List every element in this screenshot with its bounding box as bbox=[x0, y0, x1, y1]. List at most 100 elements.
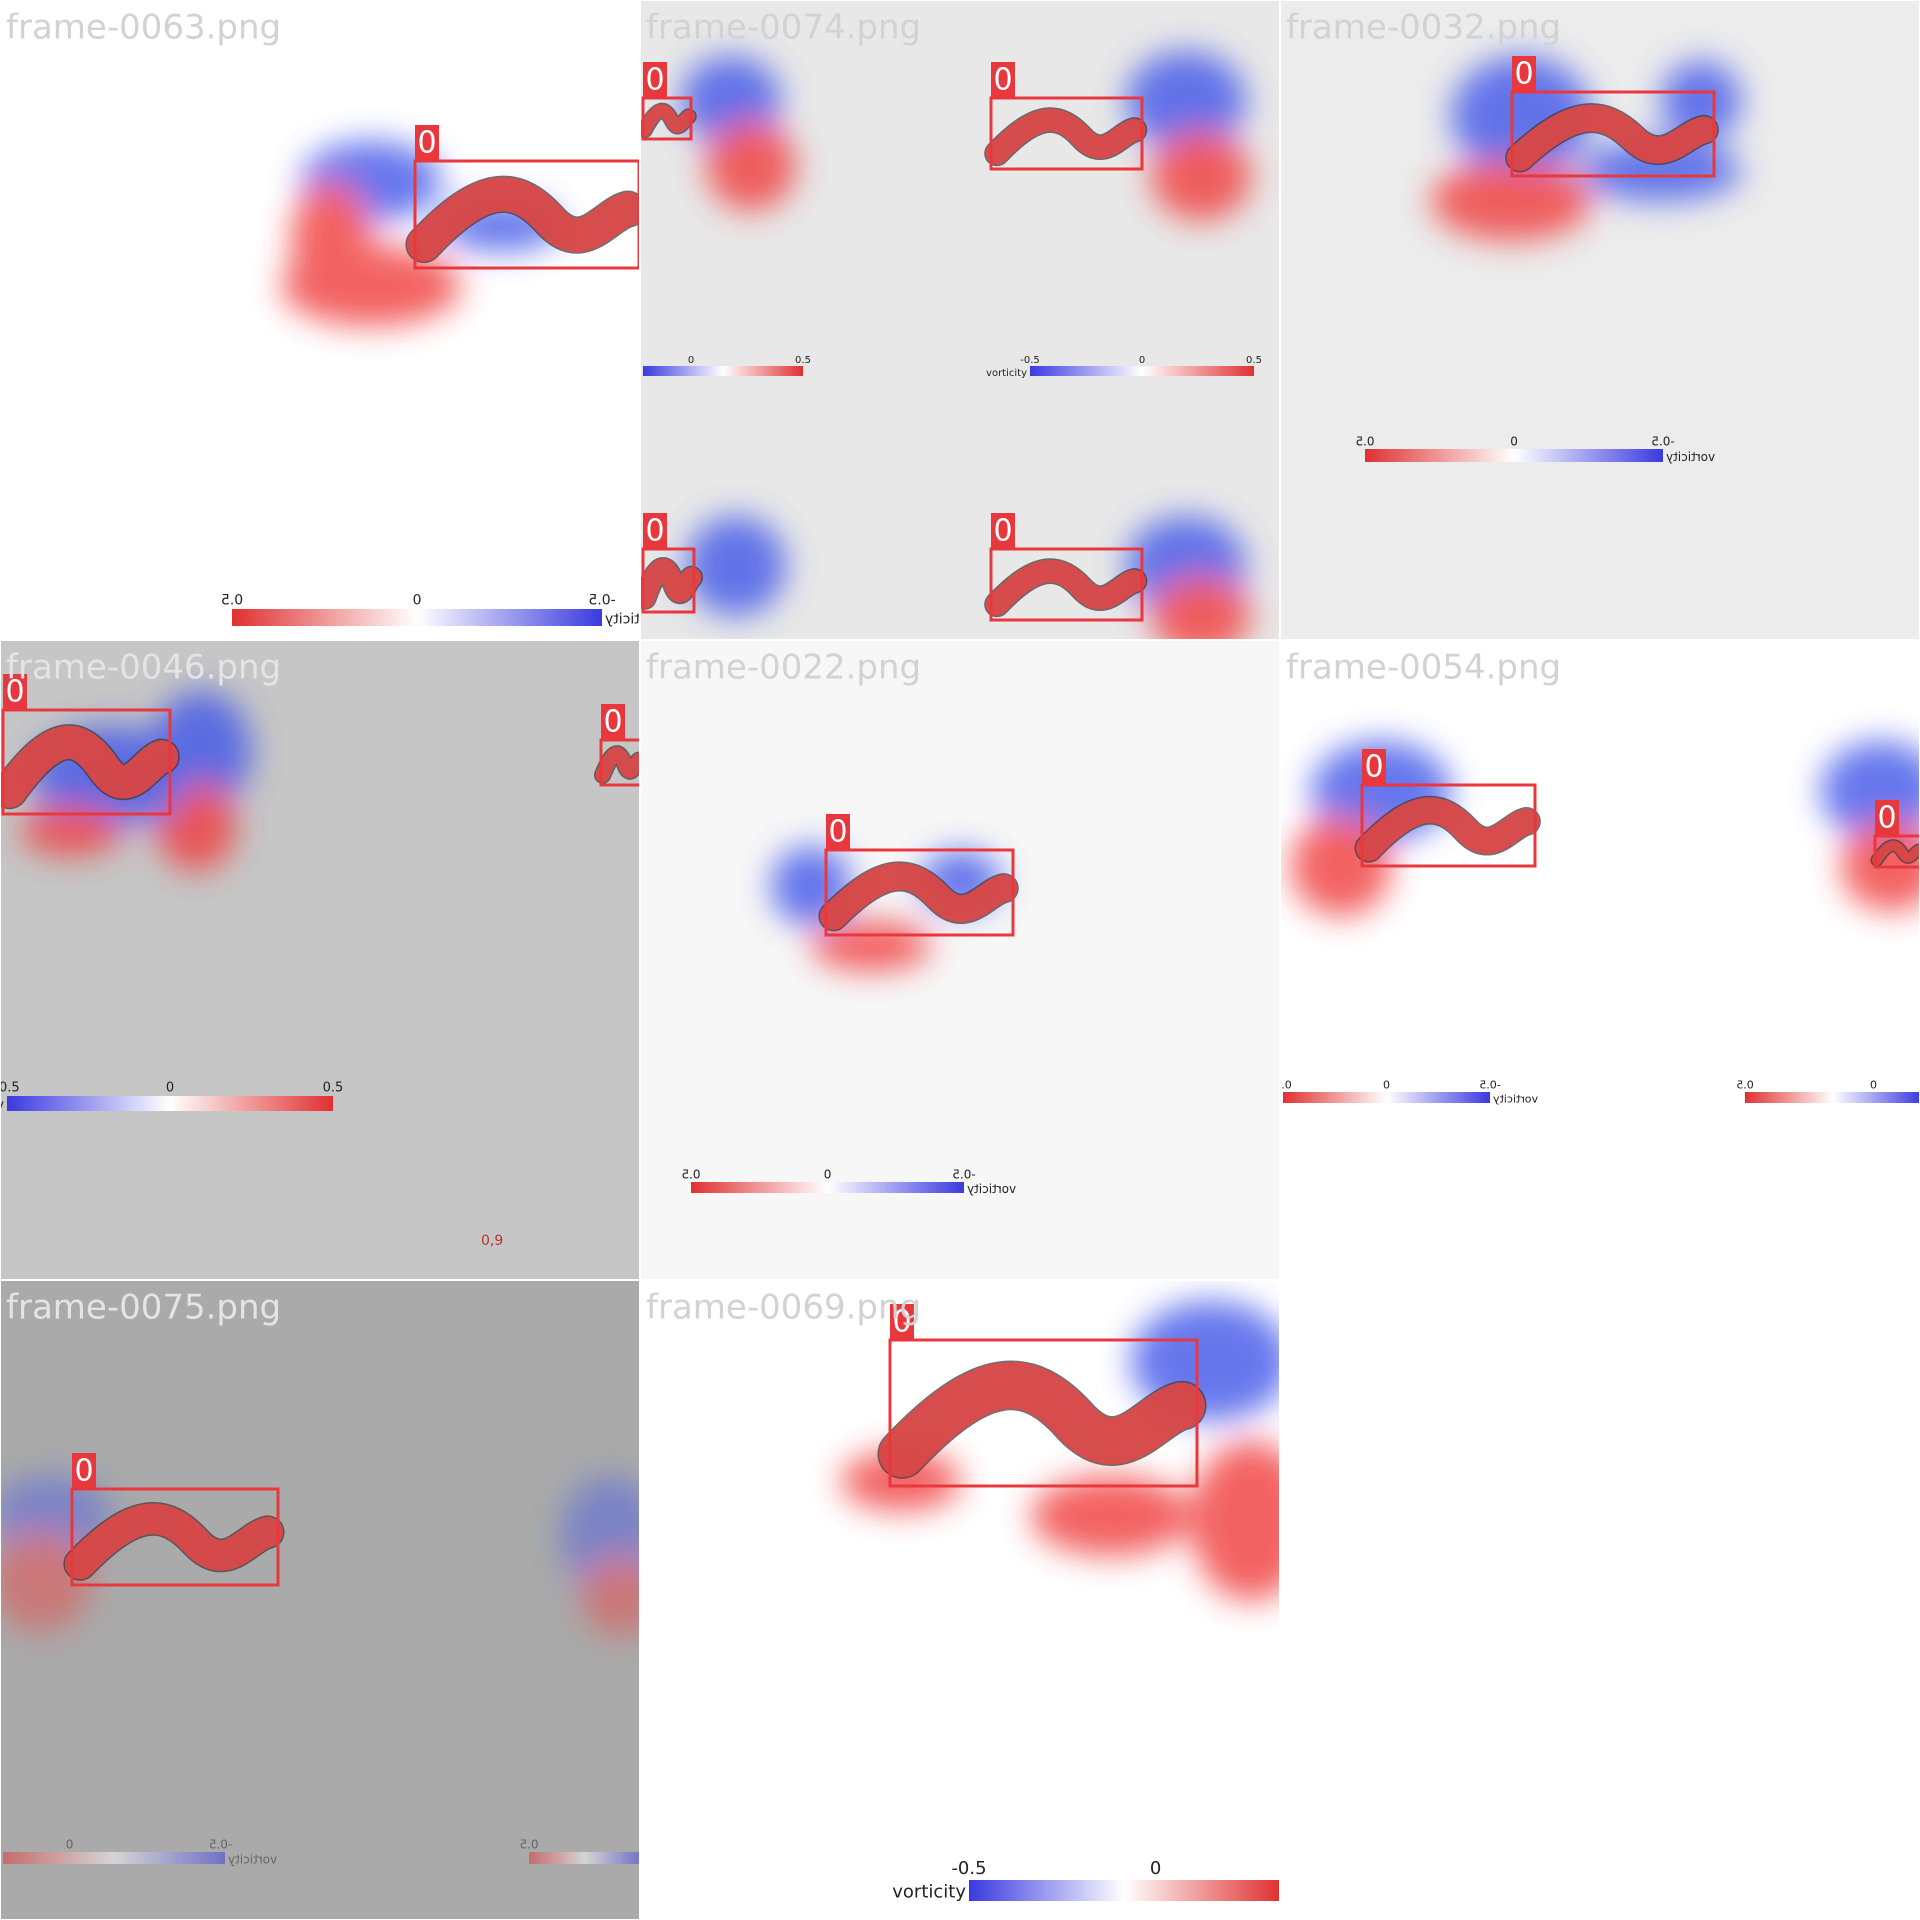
body bbox=[1506, 104, 1718, 171]
tile: 0 -0.5 0 vorticity 0.5 frame-0075.png bbox=[1, 1281, 639, 1919]
tile-filename: frame-0046.png bbox=[6, 648, 281, 688]
colorbar-gradient bbox=[1745, 1092, 1919, 1103]
colorbar-label: vorticity bbox=[605, 612, 662, 628]
stray-label: 0,9 bbox=[481, 1233, 503, 1249]
colorbar-label: vorticity bbox=[892, 1882, 966, 1903]
vortex bbox=[21, 806, 121, 856]
colorbar-tick-label: -0.5 bbox=[951, 1858, 986, 1879]
colorbar-tick-label: 0 bbox=[1139, 355, 1145, 366]
tile: 0 0 -0.5 0 0.5 vorticity 0,9 frame-0046.png bbox=[0, 641, 639, 1279]
colorbar-tick-label: -0.5 bbox=[1020, 355, 1040, 366]
box-label-bg bbox=[643, 62, 667, 98]
colorbar-gradient bbox=[643, 366, 803, 376]
vortex bbox=[291, 181, 371, 301]
colorbar: -0.5 0 0.5 vorticity bbox=[1274, 1078, 1538, 1105]
tile-filename: frame-0032.png bbox=[1286, 8, 1561, 48]
body bbox=[878, 1362, 1206, 1478]
colorbar-tick-label: 0.5 bbox=[323, 1081, 344, 1096]
colorbar-label: vorticity bbox=[967, 1182, 1016, 1196]
colorbar-tick-label: 0 bbox=[166, 1081, 174, 1096]
box-label: 0 bbox=[993, 63, 1012, 98]
colorbar-gradient bbox=[1283, 1092, 1490, 1103]
box-label-bg bbox=[415, 125, 439, 161]
colorbar-tick-label: 0 bbox=[1383, 1078, 1390, 1091]
box-label-bg bbox=[1362, 749, 1386, 785]
vortex bbox=[1151, 576, 1251, 639]
vorticity-field bbox=[681, 51, 1251, 639]
tile: 0 -0.5 0 0.5 vorticity frame-0022.png bbox=[641, 641, 1279, 1279]
colorbar-tick-label: 0 bbox=[688, 355, 694, 366]
colorbar: -0.5 0 vorticity bbox=[892, 1858, 1279, 1903]
colorbar-label: vorticity bbox=[0, 1098, 4, 1113]
colorbar-tick-label: 0.5 bbox=[1736, 1078, 1754, 1091]
colorbar-gradient bbox=[3, 1852, 225, 1864]
tile-background bbox=[641, 641, 1279, 1279]
colorbar-label: vorticity bbox=[1666, 450, 1715, 464]
colorbar-tick-label: 0 bbox=[1150, 1858, 1161, 1879]
tile-filename: frame-0069.png bbox=[646, 1288, 921, 1328]
colorbar-tick-label: 0.5 bbox=[221, 593, 243, 609]
colorbar-tick-label: -0.5 bbox=[1651, 434, 1674, 448]
tile: 0 -0.5 0 0.5 vorticity frame-0032.png bbox=[1281, 1, 1919, 639]
box-label: 0 bbox=[5, 675, 24, 710]
colorbar-tick-label: 0 bbox=[1870, 1078, 1877, 1091]
bounding-box bbox=[70, 1487, 280, 1587]
body bbox=[1355, 797, 1540, 862]
box-label-bg bbox=[601, 704, 625, 740]
body bbox=[641, 558, 702, 609]
colorbar: -0.5 0 0.5 vorticity bbox=[1355, 434, 1715, 464]
colorbar-tick-label: -0.5 bbox=[952, 1167, 975, 1181]
tile-filename: frame-0063.png bbox=[6, 8, 281, 48]
colorbar-gradient bbox=[1030, 366, 1254, 376]
colorbar: 00.5 bbox=[1736, 1078, 1919, 1103]
colorbar-gradient bbox=[691, 1182, 964, 1193]
vortex bbox=[841, 1451, 961, 1511]
colorbar-tick-label: 0 bbox=[824, 1167, 832, 1181]
colorbar-tick-label: 0.5 bbox=[681, 1167, 700, 1181]
colorbar-tick-label: -0.5 bbox=[1479, 1078, 1500, 1091]
body bbox=[64, 1503, 284, 1580]
box-label: 0 bbox=[74, 1454, 93, 1489]
body bbox=[406, 177, 639, 262]
vortex bbox=[1126, 51, 1246, 151]
bounding-box bbox=[989, 96, 1144, 171]
bounding-box bbox=[413, 159, 639, 270]
vortex bbox=[706, 121, 796, 211]
body bbox=[985, 559, 1146, 616]
colorbar: 0.5 bbox=[519, 1837, 639, 1864]
box-label: 0 bbox=[645, 63, 664, 98]
box-label: 0 bbox=[645, 514, 664, 549]
colorbar-gradient bbox=[969, 1880, 1279, 1901]
colorbar-label: vorticity bbox=[986, 368, 1027, 379]
vortex bbox=[1581, 141, 1741, 201]
bounding-box bbox=[824, 848, 1015, 937]
colorbar-tick-label: 0.5 bbox=[1274, 1078, 1292, 1091]
box-label: 0 bbox=[892, 1305, 911, 1340]
vortex bbox=[1031, 1476, 1191, 1556]
colorbar-tick-label: 0.5 bbox=[1246, 355, 1262, 366]
tile-background bbox=[1, 1281, 639, 1919]
tile-background bbox=[1281, 1, 1919, 639]
box-label-bg bbox=[3, 674, 27, 710]
box-label-bg bbox=[991, 62, 1015, 98]
vortex bbox=[1431, 161, 1591, 241]
body bbox=[985, 108, 1146, 165]
body bbox=[1871, 840, 1919, 866]
vortex bbox=[581, 1556, 639, 1636]
body bbox=[641, 104, 696, 137]
box-label-bg bbox=[1875, 800, 1899, 836]
colorbar-label: vorticity bbox=[228, 1853, 277, 1867]
bounding-box bbox=[1510, 90, 1716, 178]
colorbar-tick-label: -0.5 bbox=[209, 1837, 232, 1851]
bounding-box bbox=[1, 708, 172, 816]
tile: 0 -0.5 0 vorticity frame-0069.png bbox=[641, 1281, 1279, 1919]
box-label-bg bbox=[991, 513, 1015, 549]
box-label-bg bbox=[890, 1304, 914, 1340]
colorbar-tick-label: 0 bbox=[66, 1837, 74, 1851]
body bbox=[595, 747, 639, 783]
box-label-bg bbox=[643, 513, 667, 549]
bounding-box bbox=[641, 547, 696, 614]
